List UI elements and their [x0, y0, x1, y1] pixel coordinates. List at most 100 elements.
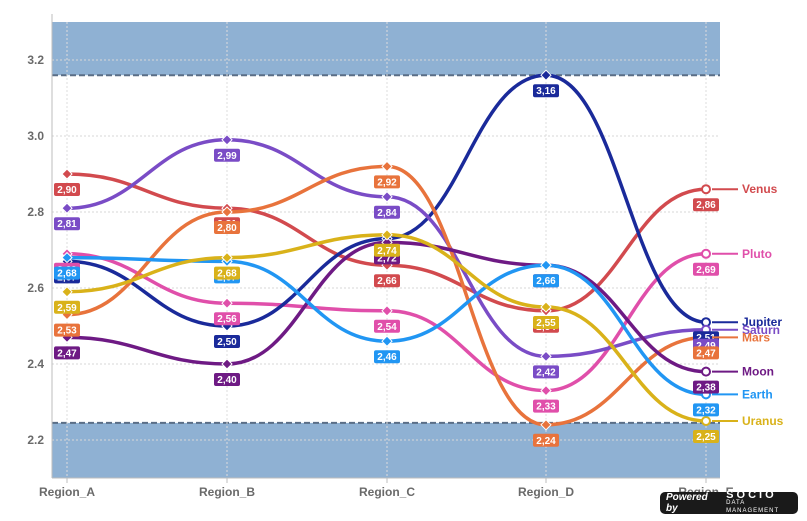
data-point[interactable]	[61, 202, 73, 214]
data-label-box	[54, 300, 80, 314]
data-label: 2,66	[377, 276, 397, 287]
data-label-box	[693, 346, 719, 360]
data-point[interactable]	[381, 229, 393, 241]
data-label: 2,68	[217, 269, 237, 280]
data-point[interactable]	[701, 248, 711, 259]
x-tick-label: Region_D	[518, 485, 574, 499]
data-label: 2,68	[57, 269, 77, 280]
series-name-label: Venus	[742, 182, 778, 196]
data-label: 2,47	[57, 348, 77, 359]
data-label: 2,38	[696, 383, 716, 394]
series-name-label: Saturn	[742, 323, 780, 337]
y-tick-label: 2.8	[27, 205, 44, 219]
data-point[interactable]	[701, 184, 711, 195]
series-name-label: Uranus	[742, 414, 784, 428]
data-point[interactable]	[381, 160, 393, 173]
data-label: 2,59	[57, 303, 77, 314]
data-label-box	[54, 266, 80, 280]
data-point[interactable]	[540, 384, 552, 397]
data-label-box	[54, 183, 80, 196]
data-label-box	[214, 312, 240, 326]
data-point[interactable]	[540, 419, 552, 431]
data-label: 2,72	[377, 253, 397, 264]
brand-tagline: DATA MANAGEMENT	[726, 500, 780, 514]
brand-name: SOCIO	[726, 489, 777, 501]
data-label-box	[693, 262, 719, 276]
data-label: 2,56	[217, 314, 237, 325]
data-label-box	[533, 365, 559, 379]
series-name-label: Moon	[742, 365, 774, 379]
data-label-box	[693, 430, 719, 443]
data-label-box	[374, 350, 400, 364]
series-line-jupiter	[65, 73, 708, 328]
x-tick-label: Region_C	[359, 485, 415, 499]
x-tick-label: Region_B	[199, 485, 255, 499]
data-label-box	[374, 319, 400, 333]
data-point[interactable]	[540, 69, 552, 81]
powered-by-text: Powered by	[666, 492, 708, 514]
data-label-box	[214, 373, 240, 386]
data-label-box	[533, 84, 559, 98]
y-tick-label: 2.6	[27, 281, 44, 295]
data-label: 2,51	[696, 333, 716, 344]
data-point[interactable]	[381, 335, 393, 347]
data-label-box	[54, 323, 80, 337]
data-point[interactable]	[381, 191, 393, 203]
data-label: 2,84	[377, 208, 397, 219]
data-label: 2,33	[536, 402, 556, 413]
x-tick-label: Region_A	[39, 485, 95, 499]
data-label: 2,46	[377, 352, 397, 363]
data-point[interactable]	[701, 366, 711, 377]
data-label-box	[54, 217, 80, 231]
data-label: 2,25	[696, 432, 716, 443]
data-label-box	[214, 221, 240, 234]
data-label: 2,42	[536, 367, 556, 378]
data-label: 2,81	[57, 219, 77, 230]
powered-by-badge[interactable]: Powered by SOCIO DATA MANAGEMENT	[660, 489, 798, 514]
data-point[interactable]	[540, 350, 552, 363]
series-name-label: Earth	[742, 387, 773, 401]
data-label-box	[214, 266, 240, 280]
data-label: 2,80	[217, 223, 237, 234]
data-label: 2,55	[536, 318, 556, 329]
data-point[interactable]	[61, 286, 73, 298]
data-label: 2,90	[57, 185, 77, 196]
series-name-label: Jupiter	[742, 315, 782, 329]
data-point[interactable]	[61, 251, 73, 264]
threshold-band-1	[52, 422, 720, 478]
data-label-box	[533, 316, 559, 329]
data-point[interactable]	[540, 259, 552, 271]
threshold-band-0	[52, 22, 720, 76]
data-label: 2,86	[696, 200, 716, 211]
data-label-box	[54, 346, 80, 360]
data-label: 2,32	[696, 405, 716, 416]
series-line-mars	[65, 164, 708, 427]
series-name-label: Pluto	[742, 247, 772, 261]
data-label-box	[693, 380, 719, 394]
data-point[interactable]	[701, 416, 711, 426]
data-point[interactable]	[540, 301, 552, 313]
data-point[interactable]	[221, 206, 233, 218]
data-point[interactable]	[61, 168, 73, 180]
y-tick-label: 2.2	[27, 433, 44, 447]
series-line-uranus	[65, 233, 708, 423]
data-point[interactable]	[221, 251, 233, 264]
data-label-box	[214, 148, 240, 162]
data-label-box	[533, 433, 559, 447]
data-label: 2,92	[377, 177, 397, 188]
data-point[interactable]	[381, 305, 393, 317]
data-label-box	[374, 274, 400, 288]
data-point[interactable]	[221, 297, 233, 309]
data-label: 2,99	[217, 151, 237, 162]
data-label: 2,66	[536, 276, 556, 287]
data-label-box	[374, 243, 400, 257]
data-label: 2,53	[57, 326, 77, 337]
data-label-box	[533, 274, 559, 288]
data-label: 2,40	[217, 375, 237, 386]
y-tick-label: 3.0	[27, 129, 44, 143]
data-label: 2,69	[696, 265, 716, 276]
data-point[interactable]	[221, 358, 233, 370]
data-label-box	[533, 399, 559, 413]
data-point[interactable]	[221, 134, 233, 146]
